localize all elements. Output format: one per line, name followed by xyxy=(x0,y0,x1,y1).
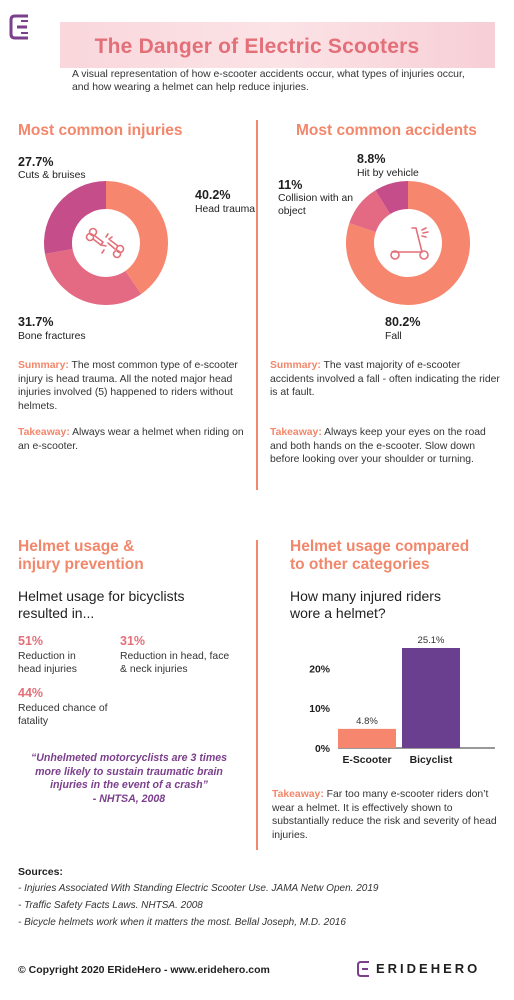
comparison-title-line2: to other categories xyxy=(290,556,430,573)
comparison-lead: How many injured riders wore a helmet? xyxy=(290,588,441,621)
page-subtitle: A visual representation of how e-scooter… xyxy=(72,69,465,93)
accidents-donut-chart xyxy=(346,181,470,305)
accidents-takeaway-text: Always keep your eyes on the road and bo… xyxy=(270,427,486,465)
helmet-bar-chart: 0% 10% 20% 4.8% E-Scooter 25.1% Bicyclist xyxy=(309,635,495,766)
injuries-donut-chart xyxy=(43,181,168,305)
source-item: - Traffic Safety Facts Laws. NHTSA. 2008 xyxy=(18,900,203,911)
sources-title: Sources: xyxy=(18,866,63,878)
helmet-quote: “Unhelmeted motorcyclists are 3 times mo… xyxy=(30,752,228,791)
accidents-summary-label: Summary: xyxy=(270,360,321,371)
top-divider xyxy=(256,120,258,490)
helmet-stat-pct-3: 44% xyxy=(18,686,44,700)
accident-lbl-fall: Fall xyxy=(385,331,402,342)
bar-y-tick-label: 0% xyxy=(315,744,330,755)
injury-pct-head: 40.2% xyxy=(195,188,231,202)
bottom-divider xyxy=(256,540,258,850)
comparison-takeaway-text: Far too many e-scooter riders don’t wear… xyxy=(272,789,497,841)
footer-brand: ERIDEHERO xyxy=(376,961,481,976)
e-logo-icon xyxy=(357,961,369,977)
comparison-title: Helmet usage compared to other categorie… xyxy=(290,538,469,574)
accidents-slice-fall xyxy=(346,181,470,305)
injuries-takeaway-text: Always wear a helmet when riding on an e… xyxy=(18,427,244,452)
accident-lbl-collision: Collision with an object xyxy=(278,193,354,217)
helmet-lead: Helmet usage for bicyclists resulted in.… xyxy=(18,588,185,621)
helmet-stat-pct-2: 31% xyxy=(120,634,146,648)
injuries-takeaway-label: Takeaway: xyxy=(18,427,70,438)
injuries-slice-head-trauma xyxy=(106,181,168,294)
bar-value-label: 25.1% xyxy=(418,635,445,646)
footer-copyright: © Copyright 2020 ERideHero - www.eridehe… xyxy=(18,964,270,976)
injuries-summary: Summary: The most common type of e-scoot… xyxy=(18,359,240,413)
injury-lbl-head: Head trauma xyxy=(195,204,256,215)
source-item: - Injuries Associated With Standing Elec… xyxy=(18,883,379,894)
accident-pct-vehicle: 8.8% xyxy=(357,152,386,166)
injuries-takeaway: Takeaway: Always wear a helmet when ridi… xyxy=(18,426,248,453)
accidents-takeaway: Takeaway: Always keep your eyes on the r… xyxy=(270,426,502,467)
injury-pct-bone: 31.7% xyxy=(18,315,54,329)
accidents-slice-hit-by-vehicle xyxy=(375,181,408,215)
accident-lbl-vehicle: Hit by vehicle xyxy=(357,168,419,179)
accident-pct-collision: 11% xyxy=(278,178,303,192)
accidents-summary-text: The vast majority of e-scooter accidents… xyxy=(270,360,500,398)
comparison-takeaway-label: Takeaway: xyxy=(272,789,324,800)
injuries-slice-bone-fractures xyxy=(44,248,142,305)
bar-e-scooter xyxy=(338,728,396,748)
helmet-stat-lbl-1: Reduction in head injuries xyxy=(18,651,77,675)
helmet-stat-pct-1: 51% xyxy=(18,634,44,648)
injury-pct-cuts: 27.7% xyxy=(18,155,54,169)
scooter-icon xyxy=(390,227,429,260)
injury-lbl-bone: Bone fractures xyxy=(18,331,86,342)
helmet-title-line2: injury prevention xyxy=(18,556,144,573)
helmet-stat-lbl-2: Reduction in head, face & neck injuries xyxy=(120,651,230,675)
comparison-title-line1: Helmet usage compared xyxy=(290,538,470,555)
comparison-takeaway: Takeaway: Far too many e-scooter riders … xyxy=(272,788,502,842)
accidents-title: Most common accidents xyxy=(296,122,477,139)
bar-value-label: 4.8% xyxy=(356,716,378,727)
helmet-title-line1: Helmet usage & xyxy=(18,538,135,555)
injuries-title: Most common injuries xyxy=(18,122,183,139)
source-item: - Bicycle helmets work when it matters t… xyxy=(18,917,346,928)
accidents-takeaway-label: Takeaway: xyxy=(270,427,322,438)
accident-pct-fall: 80.2% xyxy=(385,315,421,329)
bar-y-tick-label: 10% xyxy=(309,704,330,715)
injuries-donut-hole xyxy=(73,210,139,276)
injuries-slice-cuts-bruises xyxy=(43,181,106,254)
page-title: The Danger of Electric Scooters xyxy=(94,35,420,58)
e-logo-icon xyxy=(9,14,28,40)
bar-category-label: Bicyclist xyxy=(410,755,453,766)
bar-category-label: E-Scooter xyxy=(342,755,391,766)
helmet-stat-lbl-3: Reduced chance of fatality xyxy=(18,703,108,727)
header-band xyxy=(60,22,495,68)
injury-lbl-cuts: Cuts & bruises xyxy=(18,170,86,181)
bar-bicyclist xyxy=(402,648,460,748)
helmet-title: Helmet usage & injury prevention xyxy=(18,538,144,574)
helmet-quote-source: - NHTSA, 2008 xyxy=(92,793,166,805)
broken-bone-icon xyxy=(85,227,125,259)
accidents-slice-collision-with-an-object xyxy=(349,190,391,233)
injuries-summary-text: The most common type of e-scooter injury… xyxy=(18,360,238,412)
bar-y-tick-label: 20% xyxy=(309,664,330,675)
accidents-summary: Summary: The vast majority of e-scooter … xyxy=(270,359,500,400)
injuries-summary-label: Summary: xyxy=(18,360,69,371)
